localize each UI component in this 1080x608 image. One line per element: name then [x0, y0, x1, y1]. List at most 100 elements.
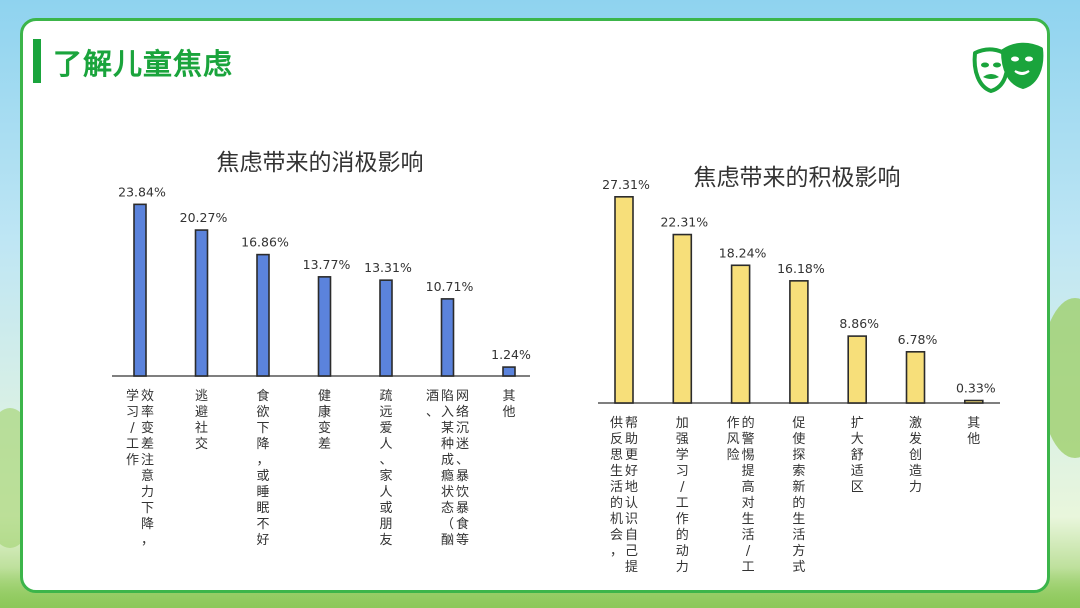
category-label-char: 暴: [456, 501, 469, 516]
category-label-char: 康: [318, 404, 331, 420]
category-label-char: 远: [379, 405, 392, 420]
chart-title: 焦虑带来的消极影响: [217, 150, 424, 176]
category-label-char: 创: [909, 448, 922, 463]
category-label-char: 疏: [379, 389, 392, 404]
value-label: 0.33%: [956, 381, 996, 396]
category-label-char: 学: [126, 388, 139, 404]
chart-title: 焦虑带来的积极影响: [694, 165, 901, 191]
category-label-char: 意: [141, 468, 154, 484]
bar: [502, 366, 516, 377]
negative-impact-chart: 焦虑带来的消极影响 23.84%效率变差注意力下降，学习/工作20.27%逃避社…: [112, 150, 531, 548]
value-label: 16.18%: [777, 261, 825, 276]
category-label-char: 新: [792, 479, 805, 495]
category-label-char: 、: [379, 453, 392, 468]
category-label-char: 自: [625, 528, 638, 543]
theater-masks-icon: [972, 42, 1044, 93]
category-label-char: 索: [792, 464, 805, 479]
category-label-char: 强: [676, 432, 689, 447]
category-label-char: 认: [625, 496, 638, 511]
value-label: 27.31%: [602, 177, 650, 192]
category-label-char: 态: [441, 501, 454, 516]
category-label-char: 习: [676, 464, 689, 479]
category-label-char: 大: [851, 432, 864, 447]
value-label: 13.77%: [303, 257, 351, 272]
category-label-char: 他: [967, 432, 980, 447]
category-label-char: 饮: [456, 485, 469, 500]
category-label-char: 思: [610, 448, 623, 463]
category-label-char: 下: [141, 501, 154, 516]
category-label-char: （: [441, 517, 454, 532]
category-label-char: 风: [727, 432, 740, 447]
value-label: 8.86%: [839, 316, 879, 331]
category-label-char: /: [746, 544, 751, 559]
category-label-char: 供: [610, 416, 623, 431]
category-label-char: 变: [141, 420, 154, 436]
category-label-char: 沉: [456, 421, 469, 436]
category-label-char: 活: [742, 528, 755, 543]
category-label-char: 社: [195, 420, 208, 436]
value-label: 6.78%: [898, 332, 938, 347]
category-label-char: 入: [441, 405, 454, 420]
category-label-char: 机: [610, 512, 623, 527]
category-label-char: 方: [792, 543, 805, 559]
category-label-char: 其: [502, 389, 515, 404]
category-label-char: 地: [625, 480, 638, 495]
category-label-char: 提: [625, 559, 638, 575]
category-label-char: 友: [379, 532, 392, 548]
category-label-char: ，: [610, 544, 623, 559]
category-label: 其他: [502, 389, 515, 420]
category-label-char: 促: [792, 416, 805, 431]
category-label-char: 工: [676, 496, 689, 511]
category-label-char: 差: [318, 437, 331, 452]
category-label-char: 朋: [379, 517, 392, 532]
category-label-char: 注: [141, 453, 154, 468]
category-label-char: 食: [456, 516, 469, 532]
category-label-char: 好: [625, 464, 638, 479]
bar: [730, 264, 751, 404]
value-label: 20.27%: [180, 210, 228, 225]
category-label-char: 降: [256, 437, 269, 452]
bar: [614, 196, 634, 404]
category-label-char: 习: [126, 405, 139, 420]
category-label-char: 降: [141, 517, 154, 532]
category-label-char: 人: [379, 437, 392, 452]
category-label-char: 的: [792, 495, 805, 511]
value-label: 18.24%: [719, 245, 767, 260]
category-label-char: /: [680, 480, 685, 495]
value-label: 1.24%: [491, 347, 531, 362]
category-label-char: 适: [851, 464, 864, 479]
category-label-char: 发: [909, 431, 922, 447]
category-label-char: 激: [909, 416, 922, 431]
category-label-char: 生: [742, 512, 755, 527]
category-label-char: 舒: [851, 448, 864, 463]
category-label-char: /: [130, 421, 135, 436]
category-label-char: 种: [441, 437, 454, 452]
category-label-char: 区: [851, 480, 864, 495]
category-label-char: 避: [195, 405, 208, 420]
category-label-char: 的: [676, 527, 689, 543]
category-label-char: 下: [256, 421, 269, 436]
category-label-char: 探: [792, 448, 805, 463]
category-label-char: 惕: [742, 448, 755, 463]
category-label-char: 会: [610, 528, 623, 543]
category-label-char: 对: [742, 496, 755, 511]
category-label-char: 学: [676, 447, 689, 463]
category-label-char: 健: [318, 389, 331, 404]
bar: [379, 279, 393, 377]
category-label-char: 等: [456, 532, 469, 548]
category-label-char: 暴: [456, 469, 469, 484]
category-label-char: 警: [742, 431, 755, 447]
bar: [672, 233, 693, 404]
category-label-char: 网: [456, 389, 469, 404]
page-title: 了解儿童焦虑: [53, 47, 234, 81]
value-label: 22.31%: [660, 215, 708, 230]
category-label-char: 或: [379, 501, 392, 516]
category-label-char: 陷: [441, 389, 454, 404]
category-label-char: 力: [676, 560, 689, 575]
